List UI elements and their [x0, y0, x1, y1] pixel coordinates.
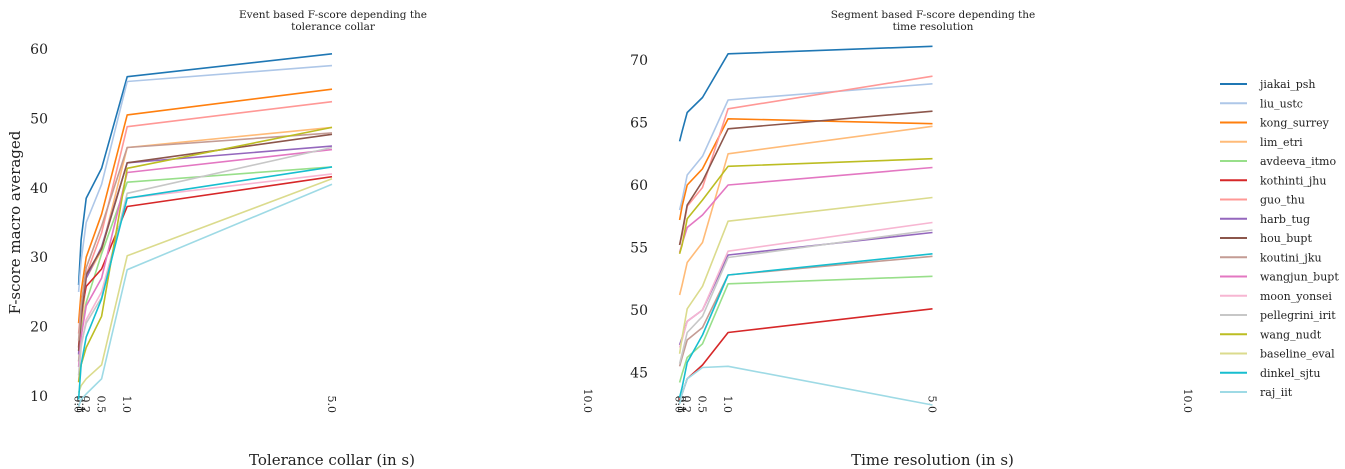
legend-label-hou-bupt: hou_bupt — [1260, 232, 1312, 245]
legend-label-jiakai-psh: jiakai_psh — [1258, 78, 1316, 91]
chart-title-line: Event based F-score depending the — [239, 9, 427, 21]
series-line-lim-etri — [678, 125, 933, 296]
y-tick-label: 60 — [630, 178, 648, 194]
chart-title: Event based F-score depending the toleran… — [239, 9, 427, 33]
series-line-avdeeva-itmo — [678, 275, 933, 383]
x-axis-label: Time resolution (in s) — [851, 451, 1014, 469]
legend-label-liu-ustc: liu_ustc — [1260, 97, 1303, 110]
legend-label-pellegrini-irit: pellegrini_irit — [1260, 309, 1336, 322]
series-line-koutini-jku — [678, 255, 933, 367]
x-axis-label: Tolerance collar (in s) — [249, 451, 415, 469]
legend-label-wang-nudt: wang_nudt — [1260, 328, 1322, 341]
x-tick-label: 0.0 — [673, 396, 686, 414]
series-line-baseline-eval — [77, 178, 333, 393]
series-line-liu-ustc — [77, 64, 333, 292]
y-tick-label: 10 — [30, 389, 48, 405]
series-line-raj-iit — [678, 365, 933, 406]
legend-label-dinkel-sjtu: dinkel_sjtu — [1260, 367, 1320, 380]
series-line-hou-bupt — [77, 133, 333, 352]
legend-label-lim-etri: lim_etri — [1260, 136, 1303, 149]
x-tick-label: 5.0 — [325, 396, 338, 414]
series-line-koutini-jku — [77, 132, 333, 341]
series-line-jiakai-psh — [678, 45, 933, 142]
chart-title-line: Segment based F-score depending the — [831, 9, 1036, 21]
y-tick-label: 40 — [30, 181, 48, 197]
y-tick-label: 65 — [630, 116, 648, 132]
series-line-kong-surrey — [678, 118, 933, 221]
legend-label-guo-thu: guo_thu — [1260, 194, 1305, 207]
series-line-wang-nudt — [77, 126, 333, 383]
x-tick-label: 10.0 — [581, 389, 594, 414]
series-line-lim-etri — [77, 126, 333, 362]
series-line-liu-ustc — [678, 83, 933, 211]
chart-title-line: tolerance collar — [291, 21, 376, 33]
x-tick-label: 0.2 — [680, 396, 693, 414]
x-tick-label: 0.2 — [79, 396, 92, 414]
legend-label-baseline-eval: baseline_eval — [1260, 348, 1335, 361]
series-line-kong-surrey — [77, 88, 333, 324]
chart-title: Segment based F-score depending the time … — [831, 9, 1036, 33]
series-line-harb-tug — [77, 145, 333, 355]
y-tick-label: 45 — [630, 366, 648, 382]
series-line-jiakai-psh — [77, 53, 333, 286]
x-tick-label: 10.0 — [1181, 389, 1194, 414]
y-tick-label: 20 — [30, 320, 48, 336]
x-tick-label: 0.1 — [74, 396, 87, 414]
y-tick-label: 50 — [30, 111, 48, 127]
legend-label-koutini-jku: koutini_jku — [1260, 251, 1322, 264]
chart-title-line: time resolution — [893, 21, 974, 33]
series-line-pellegrini-irit — [77, 146, 333, 376]
y-tick-label: 50 — [630, 303, 648, 319]
y-tick-label: 30 — [30, 250, 48, 266]
y-tick-label: 60 — [30, 42, 48, 58]
series-line-raj-iit — [77, 183, 333, 407]
legend-label-wangjun-bupt: wangjun_bupt — [1260, 271, 1339, 284]
series-line-wang-nudt — [678, 157, 933, 255]
legend-label-avdeeva-itmo: avdeeva_itmo — [1260, 155, 1336, 168]
series-line-hou-bupt — [678, 110, 933, 246]
event-based-chart: Event based F-score depending the toleran… — [6, 9, 594, 469]
x-tick-label: 0.5 — [95, 396, 108, 414]
y-tick-label: 70 — [630, 53, 648, 69]
series-line-moon-yonsei — [77, 173, 333, 383]
legend-label-raj-iit: raj_iit — [1260, 386, 1293, 399]
legend-label-moon-yonsei: moon_yonsei — [1260, 290, 1332, 303]
series-line-wangjun-bupt — [77, 148, 333, 367]
x-tick-label: 0.1 — [675, 396, 688, 414]
series-line-moon-yonsei — [678, 221, 933, 348]
series-line-kothinti-jhu — [77, 175, 333, 348]
series-line-kothinti-jhu — [678, 308, 933, 401]
y-axis-label: F-score macro averaged — [6, 130, 24, 314]
series-line-baseline-eval — [678, 196, 933, 354]
x-tick-label: 1.0 — [721, 396, 734, 414]
legend: jiakai_psh liu_ustc kong_surrey lim_etriavd… — [1220, 78, 1339, 399]
legend-label-kothinti-jhu: kothinti_jhu — [1260, 174, 1326, 187]
segment-based-chart: Segment based F-score depending the time … — [630, 9, 1194, 469]
legend-label-kong-surrey: kong_surrey — [1260, 117, 1330, 130]
series-line-pellegrini-irit — [678, 229, 933, 364]
series-line-dinkel-sjtu — [678, 253, 933, 398]
series-line-dinkel-sjtu — [77, 166, 333, 400]
legend-label-harb-tug: harb_tug — [1260, 213, 1310, 226]
x-tick-label: 0.5 — [696, 396, 709, 414]
x-tick-label: 1.0 — [120, 396, 133, 414]
y-tick-label: 55 — [630, 241, 648, 257]
